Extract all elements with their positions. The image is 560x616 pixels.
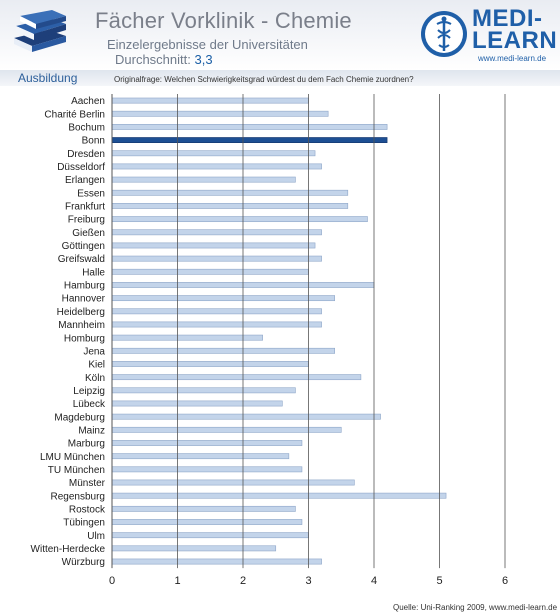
bar: [111, 466, 303, 473]
category-label: Frankfurt: [65, 202, 105, 213]
logo-text-line1: MEDI-: [472, 5, 543, 32]
x-tick-label: 0: [109, 575, 115, 587]
bar: [111, 545, 277, 552]
category-label: Greifswald: [58, 254, 105, 265]
category-label: Ulm: [87, 531, 105, 542]
section-bar: [0, 70, 560, 86]
bar: [111, 97, 309, 104]
bar: [111, 532, 309, 539]
caduceus-icon: [421, 11, 467, 57]
category-label: Hamburg: [64, 281, 105, 292]
logo-text: MEDI- LEARN: [472, 5, 558, 54]
category-label: Mannheim: [58, 320, 105, 331]
logo-text-line2: LEARN: [472, 27, 558, 54]
header: Fächer Vorklinik - Chemie Einzelergebnis…: [0, 0, 560, 70]
bar: [111, 505, 296, 512]
category-label: Leipzig: [73, 386, 105, 397]
average-value: 3,3: [194, 52, 213, 67]
category-label: Marburg: [68, 439, 105, 450]
category-label: Dresden: [67, 149, 105, 160]
average-label: Durchschnitt:: [115, 52, 191, 67]
category-label: TU München: [48, 465, 105, 476]
category-label: Heidelberg: [57, 307, 105, 318]
bar: [111, 163, 322, 170]
category-label: Regensburg: [51, 491, 105, 502]
x-tick-label: 4: [371, 575, 377, 587]
bar: [111, 479, 355, 486]
category-label: Köln: [85, 373, 105, 384]
question-text: Originalfrage: Welchen Schwierigkeitsgra…: [114, 75, 414, 84]
bar: [111, 519, 303, 525]
bar: [111, 426, 342, 433]
bar: [111, 321, 322, 328]
logo-url[interactable]: www.medi-learn.de: [478, 54, 547, 63]
x-tick-label: 1: [174, 575, 180, 587]
bar-chart: Aachen Charité Berlin Bochum Bonn Dresden Düs…: [31, 94, 508, 587]
bar: [111, 334, 263, 341]
category-label: Freiburg: [68, 215, 105, 226]
bar: [111, 361, 309, 367]
bar: [111, 203, 349, 209]
category-label: Jena: [83, 346, 105, 357]
x-tick-label: 6: [502, 575, 508, 587]
bar: [111, 124, 388, 130]
bar: [111, 110, 329, 117]
category-label: Rostock: [69, 504, 106, 515]
category-label: Magdeburg: [54, 412, 105, 423]
category-label: Mainz: [78, 425, 105, 436]
bar: [111, 137, 388, 143]
bar: [111, 558, 322, 565]
bar: [111, 216, 368, 223]
x-tick-label: 2: [240, 575, 246, 587]
bar: [111, 413, 381, 420]
bar: [111, 189, 349, 196]
bar: [111, 492, 447, 499]
category-label: LMU München: [40, 452, 105, 463]
bar: [111, 150, 316, 157]
category-label: Kiel: [88, 360, 105, 371]
bar: [111, 295, 335, 302]
category-label: Tübingen: [63, 518, 105, 529]
category-label: Hannover: [62, 294, 106, 305]
category-label: Halle: [82, 267, 105, 278]
category-label: Düsseldorf: [57, 162, 105, 173]
x-tick-label: 3: [305, 575, 311, 587]
bar: [111, 453, 290, 460]
category-label: Bochum: [68, 123, 105, 134]
category-label: Bonn: [82, 136, 105, 147]
source-note: Quelle: Uni-Ranking 2009, www.medi-learn…: [393, 603, 558, 612]
bar: [111, 387, 296, 394]
bar: [111, 242, 316, 249]
page-title: Fächer Vorklinik - Chemie: [95, 8, 352, 33]
x-tick-label: 5: [436, 575, 442, 587]
bar: [111, 400, 283, 407]
category-label: Witten-Herdecke: [31, 544, 106, 555]
bar: [111, 176, 296, 183]
category-label: Münster: [69, 478, 106, 489]
category-label: Charité Berlin: [44, 109, 105, 120]
subtitle-text: Einzelergebnisse der Universitäten: [107, 37, 308, 52]
bar: [111, 268, 309, 275]
average-line: Durchschnitt: 3,3: [107, 52, 308, 67]
section-label: Ausbildung: [18, 71, 78, 85]
category-label: Lübeck: [73, 399, 106, 410]
bar: [111, 347, 335, 354]
bar: [111, 440, 303, 446]
bar: [111, 374, 362, 381]
category-label: Erlangen: [65, 175, 105, 186]
bar: [111, 308, 322, 315]
bar: [111, 229, 322, 236]
category-label: Aachen: [71, 96, 105, 107]
category-label: Göttingen: [62, 241, 105, 252]
books-icon: [14, 10, 66, 52]
category-label: Würzburg: [62, 557, 105, 568]
medi-learn-logo[interactable]: MEDI- LEARN www.medi-learn.de: [420, 5, 558, 66]
category-label: Essen: [77, 188, 105, 199]
category-label: Gießen: [72, 228, 105, 239]
subtitle: Einzelergebnisse der Universitäten Durch…: [107, 37, 308, 67]
category-label: Homburg: [64, 333, 105, 344]
bar: [111, 255, 322, 262]
